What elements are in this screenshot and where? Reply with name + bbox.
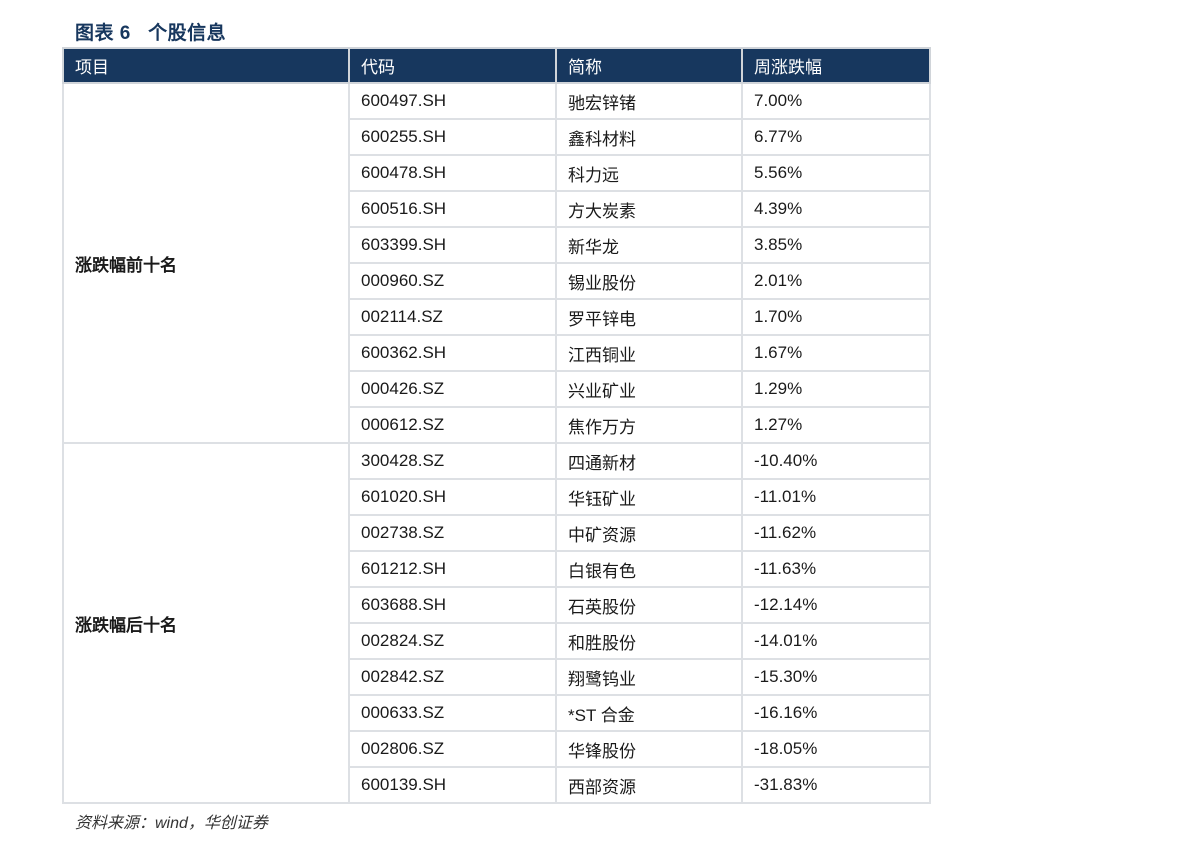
stock-code-cell: 600362.SH: [348, 334, 557, 372]
table-body: 涨跌幅前十名 600497.SH 驰宏锌锗 7.00% 600255.SH 鑫科材料 6.7…: [62, 82, 931, 804]
stock-code-cell: 000612.SZ: [348, 406, 557, 444]
table-row: 600478.SH 科力远 5.56%: [63, 154, 931, 192]
stock-name-cell: 西部资源: [555, 766, 743, 804]
stock-name-cell: *ST 合金: [555, 694, 743, 732]
stock-code-cell: 000960.SZ: [348, 262, 557, 300]
stock-code-cell: 600516.SH: [348, 190, 557, 228]
table-row: 002114.SZ 罗平锌电 1.70%: [63, 298, 931, 336]
stock-name-cell: 江西铜业: [555, 334, 743, 372]
table-row: 002738.SZ 中矿资源 -11.62%: [63, 514, 931, 552]
stock-name-cell: 翔鹭钨业: [555, 658, 743, 696]
weekly-change-cell: 1.29%: [741, 370, 931, 408]
source-note: 资料来源：wind，华创证券: [75, 815, 268, 832]
figure-caption: 图表 6 个股信息: [75, 23, 227, 44]
weekly-change-cell: 2.01%: [741, 262, 931, 300]
table-row: 002824.SZ 和胜股份 -14.01%: [63, 622, 931, 660]
table-row: 600362.SH 江西铜业 1.67%: [63, 334, 931, 372]
table-row: 002806.SZ 华锋股份 -18.05%: [63, 730, 931, 768]
stock-name-cell: 白银有色: [555, 550, 743, 588]
weekly-change-cell: -11.62%: [741, 514, 931, 552]
header-change: 周涨跌幅: [741, 47, 931, 84]
stock-name-cell: 中矿资源: [555, 514, 743, 552]
table-row: 603688.SH 石英股份 -12.14%: [63, 586, 931, 624]
stock-name-cell: 驰宏锌锗: [555, 82, 743, 120]
stock-code-cell: 603688.SH: [348, 586, 557, 624]
stock-name-cell: 兴业矿业: [555, 370, 743, 408]
weekly-change-cell: 1.67%: [741, 334, 931, 372]
stock-code-cell: 600478.SH: [348, 154, 557, 192]
stock-code-cell: 002824.SZ: [348, 622, 557, 660]
stock-name-cell: 鑫科材料: [555, 118, 743, 156]
header-code: 代码: [348, 47, 557, 84]
weekly-change-cell: 1.27%: [741, 406, 931, 444]
stock-name-cell: 四通新材: [555, 442, 743, 480]
stock-code-cell: 002806.SZ: [348, 730, 557, 768]
table-row: 603399.SH 新华龙 3.85%: [63, 226, 931, 264]
header-name: 简称: [555, 47, 743, 84]
stock-code-cell: 300428.SZ: [348, 442, 557, 480]
stock-code-cell: 000633.SZ: [348, 694, 557, 732]
weekly-change-cell: -10.40%: [741, 442, 931, 480]
table-row: 000633.SZ *ST 合金 -16.16%: [63, 694, 931, 732]
stock-code-cell: 601020.SH: [348, 478, 557, 516]
weekly-change-cell: -16.16%: [741, 694, 931, 732]
stock-code-cell: 600255.SH: [348, 118, 557, 156]
stock-info-table: 项目 代码 简称 周涨跌幅 涨跌幅前十名 600497.SH 驰宏锌锗 7.00% 60…: [62, 47, 931, 804]
header-item: 项目: [62, 47, 350, 84]
stock-name-cell: 罗平锌电: [555, 298, 743, 336]
group-label: 涨跌幅前十名: [62, 82, 350, 444]
stock-code-cell: 603399.SH: [348, 226, 557, 264]
weekly-change-cell: -31.83%: [741, 766, 931, 804]
table-row: 000960.SZ 锡业股份 2.01%: [63, 262, 931, 300]
weekly-change-cell: -11.63%: [741, 550, 931, 588]
table-row: 600255.SH 鑫科材料 6.77%: [63, 118, 931, 156]
stock-code-cell: 601212.SH: [348, 550, 557, 588]
weekly-change-cell: -11.01%: [741, 478, 931, 516]
table-row: 002842.SZ 翔鹭钨业 -15.30%: [63, 658, 931, 696]
weekly-change-cell: 5.56%: [741, 154, 931, 192]
stock-name-cell: 华钰矿业: [555, 478, 743, 516]
stock-code-cell: 002842.SZ: [348, 658, 557, 696]
stock-code-cell: 002114.SZ: [348, 298, 557, 336]
stock-name-cell: 科力远: [555, 154, 743, 192]
weekly-change-cell: -12.14%: [741, 586, 931, 624]
weekly-change-cell: -15.30%: [741, 658, 931, 696]
stock-name-cell: 石英股份: [555, 586, 743, 624]
weekly-change-cell: 7.00%: [741, 82, 931, 120]
weekly-change-cell: 6.77%: [741, 118, 931, 156]
weekly-change-cell: 4.39%: [741, 190, 931, 228]
weekly-change-cell: 1.70%: [741, 298, 931, 336]
stock-code-cell: 000426.SZ: [348, 370, 557, 408]
stock-name-cell: 华锋股份: [555, 730, 743, 768]
stock-name-cell: 方大炭素: [555, 190, 743, 228]
stock-code-cell: 002738.SZ: [348, 514, 557, 552]
stock-code-cell: 600139.SH: [348, 766, 557, 804]
table-row: 601020.SH 华钰矿业 -11.01%: [63, 478, 931, 516]
stock-name-cell: 锡业股份: [555, 262, 743, 300]
table-row: 000426.SZ 兴业矿业 1.29%: [63, 370, 931, 408]
table-row: 涨跌幅后十名 300428.SZ 四通新材 -10.40%: [62, 442, 931, 804]
weekly-change-cell: 3.85%: [741, 226, 931, 264]
table-row: 000612.SZ 焦作万方 1.27%: [63, 406, 931, 444]
stock-code-cell: 600497.SH: [348, 82, 557, 120]
stock-name-cell: 新华龙: [555, 226, 743, 264]
table-row: 600516.SH 方大炭素 4.39%: [63, 190, 931, 228]
group-label: 涨跌幅后十名: [62, 442, 350, 804]
stock-name-cell: 和胜股份: [555, 622, 743, 660]
table-row: 涨跌幅前十名 600497.SH 驰宏锌锗 7.00%: [62, 82, 931, 444]
table-row: 600139.SH 西部资源 -31.83%: [63, 766, 931, 804]
stock-name-cell: 焦作万方: [555, 406, 743, 444]
weekly-change-cell: -18.05%: [741, 730, 931, 768]
table-row: 601212.SH 白银有色 -11.63%: [63, 550, 931, 588]
table-header-row: 项目 代码 简称 周涨跌幅: [62, 47, 931, 84]
weekly-change-cell: -14.01%: [741, 622, 931, 660]
